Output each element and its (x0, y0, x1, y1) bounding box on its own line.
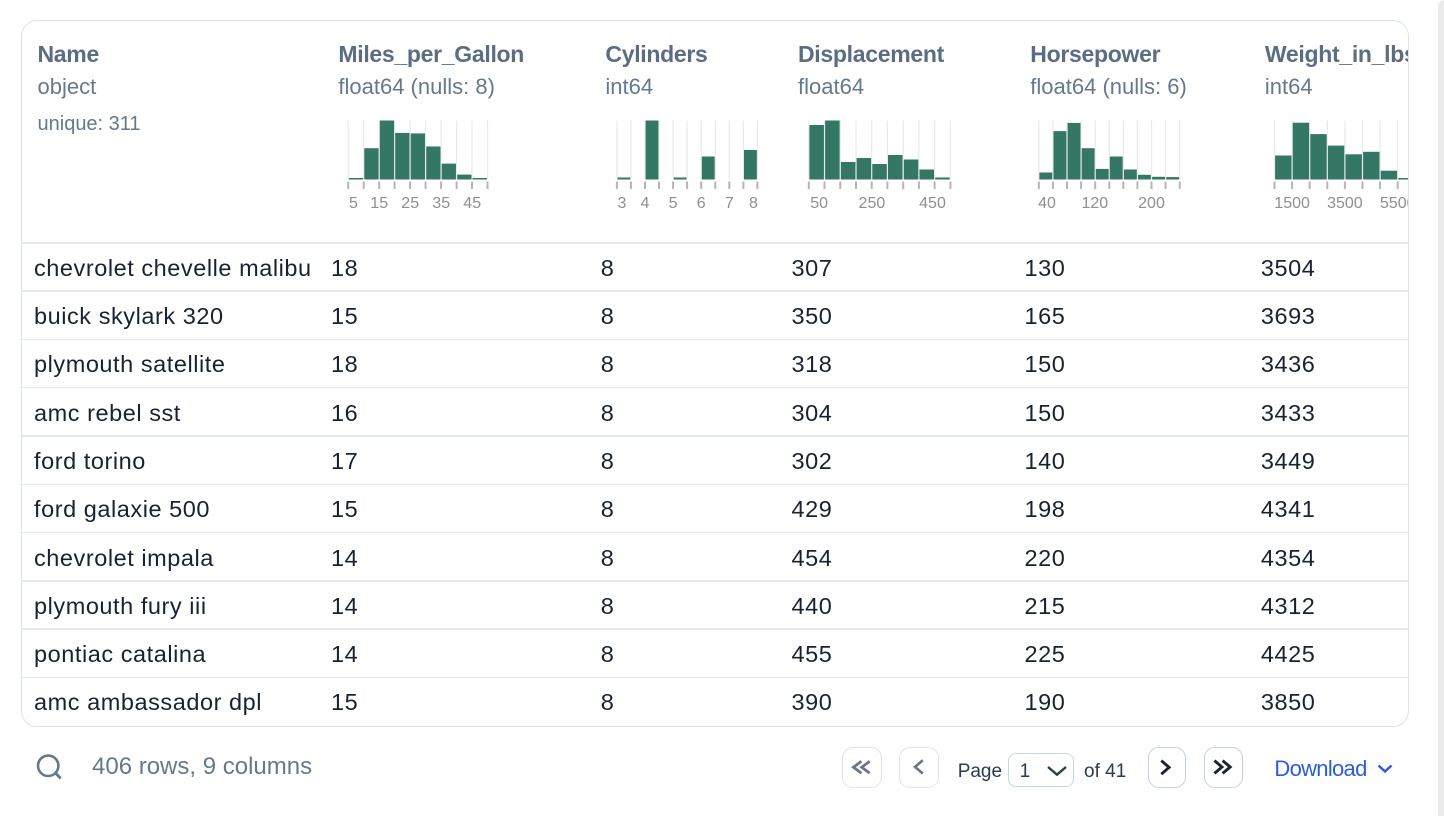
svg-text:8: 8 (749, 195, 758, 212)
svg-text:120: 120 (1081, 195, 1108, 212)
svg-text:3: 3 (617, 195, 626, 212)
svg-text:200: 200 (1138, 195, 1165, 212)
svg-text:1500: 1500 (1274, 195, 1310, 212)
svg-text:6: 6 (697, 195, 706, 212)
svg-text:5500: 5500 (1380, 195, 1409, 212)
svg-text:40: 40 (1038, 195, 1056, 212)
svg-text:5: 5 (669, 195, 678, 212)
svg-text:25: 25 (401, 195, 419, 212)
svg-text:4: 4 (641, 195, 650, 212)
svg-text:5: 5 (349, 195, 358, 212)
svg-text:45: 45 (463, 195, 481, 212)
svg-text:15: 15 (370, 195, 388, 212)
svg-text:450: 450 (919, 195, 946, 212)
svg-text:35: 35 (432, 195, 450, 212)
svg-text:7: 7 (725, 195, 734, 212)
svg-text:3500: 3500 (1327, 195, 1363, 212)
svg-text:50: 50 (810, 195, 828, 212)
svg-text:250: 250 (859, 195, 886, 212)
